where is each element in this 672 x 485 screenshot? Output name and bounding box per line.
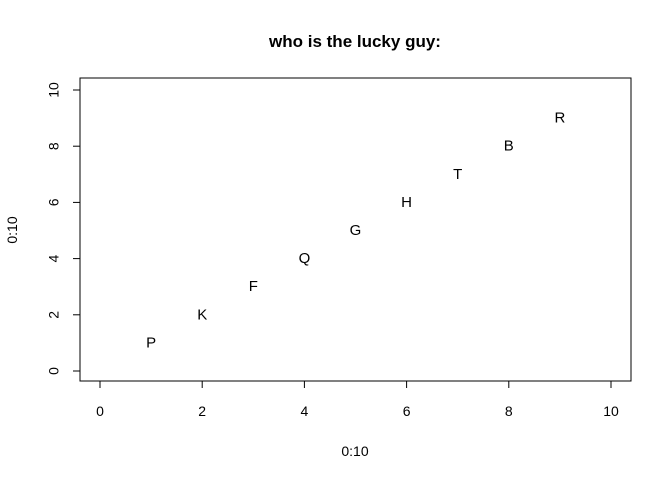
point-label-K: K — [197, 306, 207, 323]
x-tick-label: 8 — [505, 403, 513, 419]
x-tick-label: 6 — [403, 403, 411, 419]
point-label-G: G — [350, 222, 362, 239]
point-label-Q: Q — [299, 250, 311, 267]
y-tick-label: 0 — [46, 367, 62, 375]
point-label-F: F — [249, 278, 258, 295]
point-labels: P K F Q G H T B R — [146, 110, 565, 352]
x-tick-label: 10 — [603, 403, 619, 419]
x-tick-label: 4 — [301, 403, 309, 419]
chart-title: who is the lucky guy: — [268, 32, 441, 51]
y-tick-label: 6 — [46, 198, 62, 206]
x-tick-label: 0 — [96, 403, 104, 419]
x-axis-label: 0:10 — [341, 443, 368, 459]
y-tick-label: 8 — [46, 142, 62, 150]
y-tick-label: 2 — [46, 311, 62, 319]
x-tick-label: 2 — [198, 403, 206, 419]
y-axis-label: 0:10 — [4, 216, 20, 243]
point-label-P: P — [146, 334, 156, 351]
y-tick-label: 10 — [46, 82, 62, 98]
point-label-B: B — [504, 138, 514, 155]
point-label-H: H — [401, 194, 412, 211]
point-label-T: T — [453, 166, 462, 183]
point-label-R: R — [554, 110, 565, 127]
y-tick-label: 4 — [46, 254, 62, 262]
y-axis: 0 2 4 6 8 10 — [46, 82, 81, 375]
x-axis: 0 2 4 6 8 10 — [96, 380, 619, 419]
